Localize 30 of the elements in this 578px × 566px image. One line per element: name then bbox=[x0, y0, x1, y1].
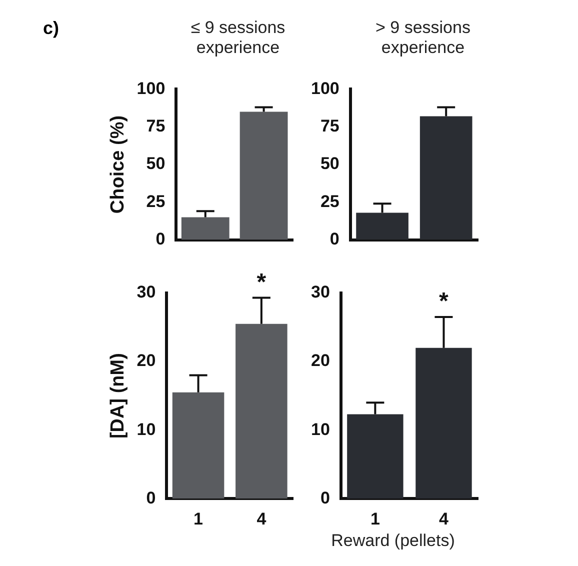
y-tick-label: 50 bbox=[320, 154, 340, 174]
y-tick-label: 100 bbox=[310, 78, 340, 98]
x-tick-label: 1 bbox=[194, 509, 204, 528]
y-tick-label: 10 bbox=[310, 420, 330, 439]
y-axis-title: Choice (%) bbox=[108, 115, 129, 214]
annotation: * bbox=[256, 268, 267, 296]
chart-title: ≤ 9 sessions experience bbox=[190, 18, 286, 58]
y-tick-label: 0 bbox=[146, 488, 156, 508]
chart-title: > 9 sessions experience bbox=[374, 18, 472, 58]
y-tick-label: 50 bbox=[146, 154, 166, 174]
y-tick-label: 10 bbox=[136, 420, 156, 439]
y-tick-label: 100 bbox=[136, 78, 166, 98]
y-tick-label: 75 bbox=[146, 116, 166, 136]
y-axis-title: [DA] (nM) bbox=[108, 353, 129, 439]
annotation: * bbox=[439, 288, 450, 315]
x-tick-label: 4 bbox=[256, 509, 267, 528]
y-tick-label: 20 bbox=[310, 351, 330, 370]
x-axis-title: Reward (pellets) bbox=[330, 531, 456, 551]
y-tick-label: 30 bbox=[310, 282, 330, 302]
y-tick-label: 75 bbox=[320, 116, 340, 136]
y-tick-label: 0 bbox=[330, 229, 340, 248]
x-tick-label: 4 bbox=[438, 509, 449, 528]
y-tick-label: 25 bbox=[320, 192, 340, 211]
y-tick-label: 30 bbox=[136, 282, 156, 302]
y-tick-label: 25 bbox=[146, 192, 166, 211]
y-tick-label: 20 bbox=[136, 351, 156, 370]
y-tick-label: 0 bbox=[320, 488, 330, 508]
text: c) bbox=[43, 18, 60, 39]
x-tick-label: 1 bbox=[370, 509, 380, 528]
y-tick-label: 0 bbox=[156, 229, 166, 248]
